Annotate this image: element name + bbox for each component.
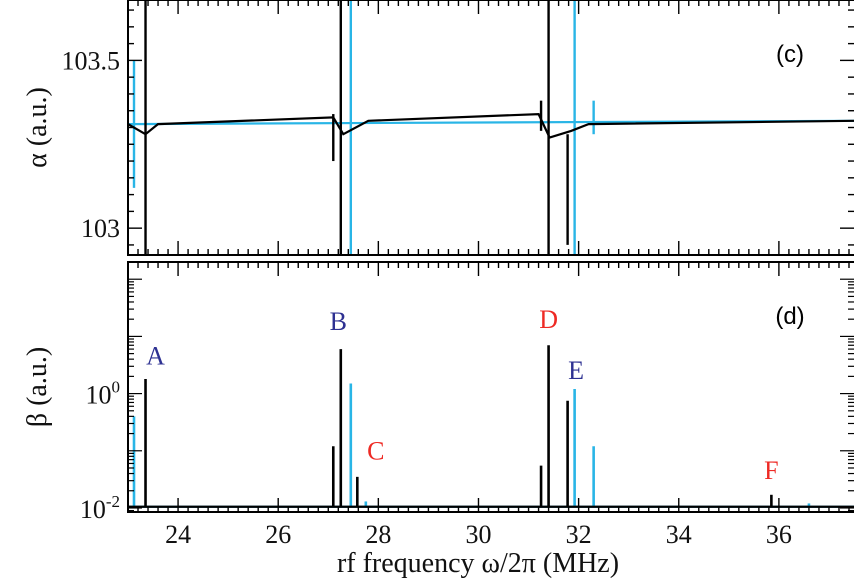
x-tick-label: 28	[365, 520, 391, 549]
y-axis-label: α (a.u.)	[22, 87, 53, 168]
x-tick-label: 24	[165, 520, 191, 549]
y-tick-label: 100	[86, 378, 121, 410]
x-tick-label: 34	[666, 520, 692, 549]
panel-c-alpha: 103 103.5 α (a.u.) (c)	[22, 0, 854, 256]
panel-label: (d)	[775, 303, 804, 330]
y-tick-label: 103	[81, 214, 120, 243]
x-tick-label: 30	[465, 520, 491, 549]
peak-label-e: E	[568, 356, 584, 385]
y-axis-label: β (a.u.)	[22, 347, 53, 427]
x-tick-label: 36	[766, 520, 792, 549]
y-tick-label: 10-2	[80, 492, 120, 524]
panel-label: (c)	[776, 41, 804, 68]
peak-label-d: D	[539, 305, 558, 334]
panel-d-beta: A B C DE F 24 26 28 30 32 34 36 10-2 100 β (a.u.) (d)	[22, 261, 854, 549]
x-tick-label: 26	[265, 520, 291, 549]
panel-c-plot-area	[128, 0, 854, 255]
peak-label-a: A	[146, 342, 165, 371]
peak-label-c: C	[367, 437, 384, 466]
x-tick-label: 32	[566, 520, 592, 549]
y-tick-label: 103.5	[62, 46, 121, 75]
peak-label-b: B	[330, 307, 347, 336]
panel-c-frame	[127, 0, 854, 256]
panel-d-frame	[127, 261, 854, 513]
peak-label-f: F	[764, 456, 778, 485]
panel-d-plot-area	[128, 345, 854, 508]
x-axis-label: rf frequency ω/2π (MHz)	[337, 548, 619, 579]
alpha-series-black-line	[128, 112, 854, 139]
